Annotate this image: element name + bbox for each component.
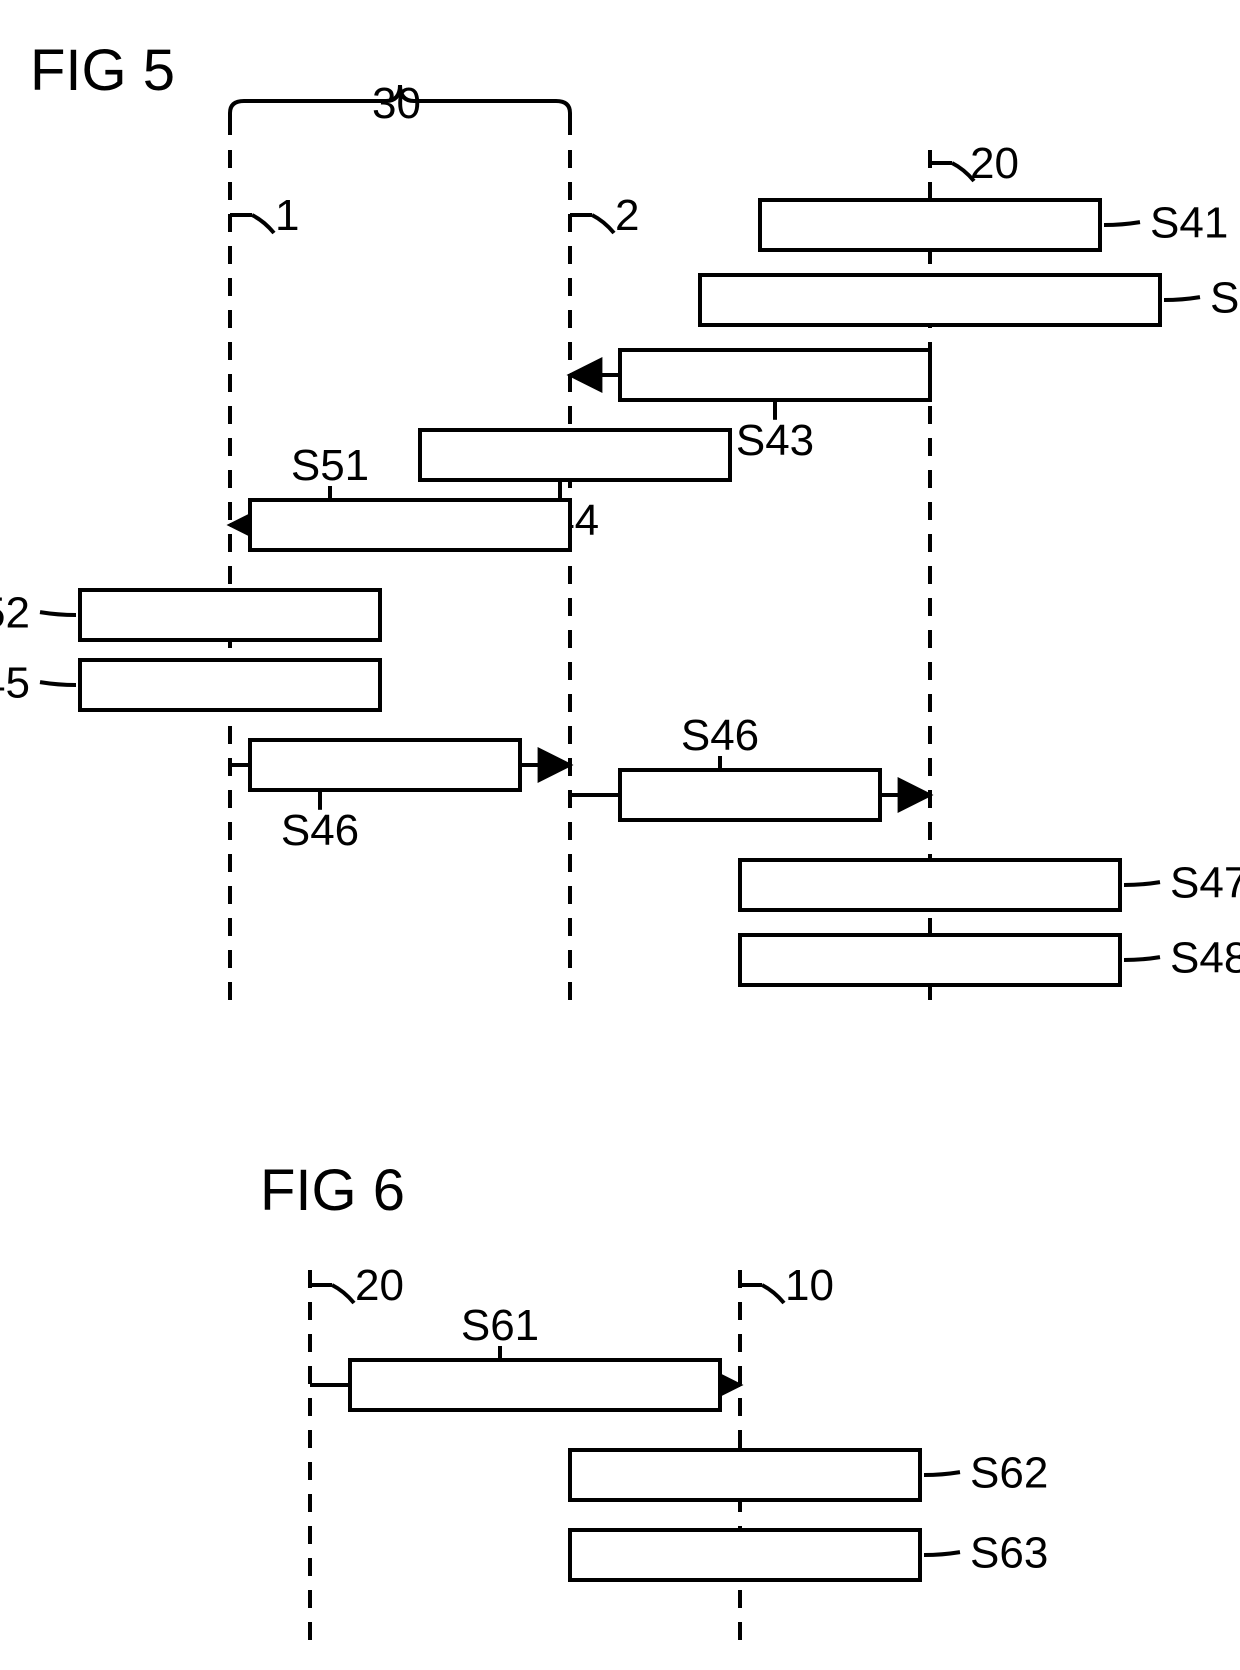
lifeline-leader [252, 215, 274, 233]
label-leader [40, 682, 76, 685]
lifeline-leader [332, 1285, 354, 1303]
label-20: 20 [970, 139, 1019, 188]
label-S43: S43 [736, 416, 814, 465]
step-S44 [420, 430, 730, 480]
step-S46 [620, 770, 880, 820]
label-2: 2 [615, 191, 639, 240]
label-FIG 6: FIG 6 [260, 1158, 405, 1223]
label-20: 20 [355, 1261, 404, 1310]
step-S46 [250, 740, 520, 790]
label-S52: S52 [0, 589, 30, 638]
label-S51: S51 [291, 441, 369, 490]
label-leader [1164, 297, 1200, 300]
label-leader [924, 1552, 960, 1555]
label-S42: S42 [1210, 274, 1240, 323]
step-S47 [740, 860, 1120, 910]
step-S63 [570, 1530, 920, 1580]
step-S42 [700, 275, 1160, 325]
step-S62 [570, 1450, 920, 1500]
step-S61 [350, 1360, 720, 1410]
label-leader [40, 612, 76, 615]
lifeline-leader [762, 1285, 784, 1303]
label-S46: S46 [681, 711, 759, 760]
label-S48: S48 [1170, 934, 1240, 983]
step-S52 [80, 590, 380, 640]
label-30: 30 [372, 79, 421, 128]
label-S45: S45 [0, 659, 30, 708]
step-S45 [80, 660, 380, 710]
label-leader [1124, 957, 1160, 960]
label-leader [1124, 882, 1160, 885]
label-1: 1 [275, 191, 299, 240]
step-S48 [740, 935, 1120, 985]
label-FIG 5: FIG 5 [30, 38, 175, 103]
label-10: 10 [785, 1261, 834, 1310]
label-S47: S47 [1170, 859, 1240, 908]
step-S43 [620, 350, 930, 400]
step-S51 [250, 500, 570, 550]
label-leader [924, 1472, 960, 1475]
label-leader [1104, 222, 1140, 225]
label-S41: S41 [1150, 199, 1228, 248]
label-S62: S62 [970, 1449, 1048, 1498]
label-S61: S61 [461, 1301, 539, 1350]
label-S63: S63 [970, 1529, 1048, 1578]
lifeline-leader [592, 215, 614, 233]
label-S46: S46 [281, 806, 359, 855]
step-S41 [760, 200, 1100, 250]
